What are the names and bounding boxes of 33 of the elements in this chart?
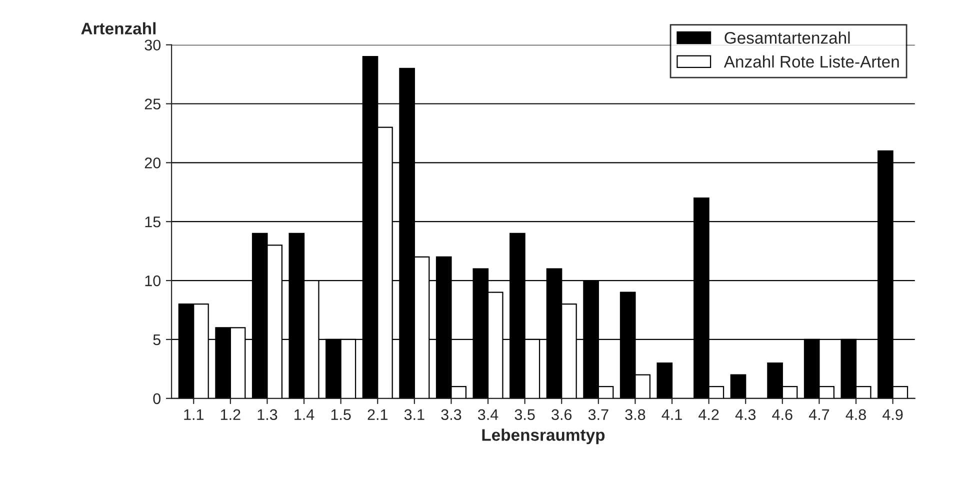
x-tick-label: 4.8 bbox=[846, 409, 866, 420]
y-tick-label: 20 bbox=[144, 158, 161, 168]
x-tick-label: 1.4 bbox=[294, 409, 314, 420]
x-tick-label: 3.3 bbox=[441, 409, 462, 420]
x-tick-label: 3.6 bbox=[552, 409, 572, 420]
x-tick-label: 1.5 bbox=[331, 409, 351, 420]
bar bbox=[730, 374, 746, 398]
x-tick-label: 4.9 bbox=[882, 409, 903, 420]
legend-label: Gesamtartenzahl bbox=[724, 32, 850, 44]
x-tick-label: 3.8 bbox=[625, 409, 646, 420]
x-tick-label: 4.6 bbox=[772, 409, 792, 420]
x-tick-label: 4.2 bbox=[698, 409, 719, 420]
x-tick-label: 1.2 bbox=[220, 409, 240, 420]
x-tick-label: 2.1 bbox=[368, 409, 388, 420]
x-tick-label: 1.3 bbox=[258, 409, 278, 420]
x-tick-label: 3.4 bbox=[478, 409, 498, 420]
y-tick-label: 15 bbox=[145, 216, 160, 228]
y-tick-label: 5 bbox=[153, 334, 160, 346]
y-axis-title: Artenzahl bbox=[81, 22, 156, 34]
x-tick-label: 4.3 bbox=[735, 409, 756, 420]
legend-label: Anzahl Rote Liste-Arten bbox=[724, 55, 899, 68]
bar bbox=[656, 362, 673, 398]
y-tick-label: 0 bbox=[153, 393, 161, 404]
y-tick-label: 10 bbox=[145, 275, 161, 286]
x-tick-label: 3.1 bbox=[404, 409, 424, 420]
x-tick-label: 3.7 bbox=[588, 409, 608, 420]
x-tick-label: 1.1 bbox=[184, 409, 204, 420]
y-tick-label: 25 bbox=[144, 98, 160, 110]
x-tick-label: 4.7 bbox=[808, 409, 830, 420]
x-tick-label: 4.1 bbox=[662, 409, 682, 420]
x-tick-label: 3.5 bbox=[514, 409, 535, 420]
x-axis-title: Lebensraumtyp bbox=[482, 428, 605, 444]
y-tick-label: 30 bbox=[144, 40, 161, 51]
